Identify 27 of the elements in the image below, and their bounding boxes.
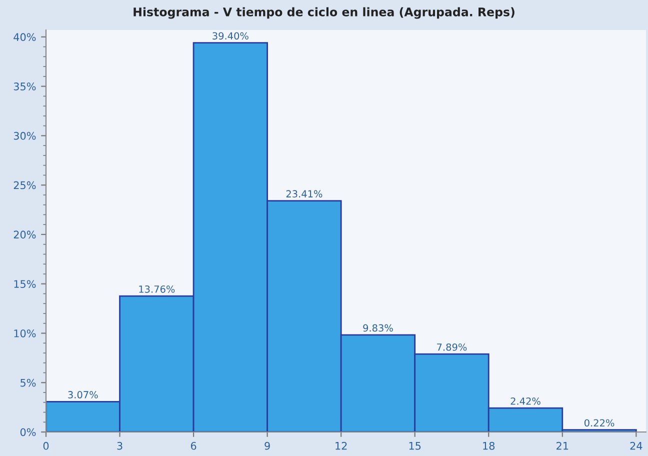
data-label: 3.07% (68, 391, 98, 398)
data-label: 0.22% (584, 419, 614, 427)
data-label: 7.89% (437, 343, 467, 351)
y-tick-label: 15% (14, 280, 36, 288)
y-tick-label: 5% (20, 378, 36, 387)
data-label: 23.41% (286, 190, 322, 198)
y-tick-label: 25% (14, 181, 36, 190)
y-tick-label: 40% (14, 33, 36, 42)
x-tick-label: 6 (190, 442, 196, 450)
x-tick-label: 12 (336, 442, 347, 450)
chart-title: Histograma - V tiempo de ciclo en linea (Agrupada. Reps) (134, 7, 514, 19)
y-tick-label: 10% (14, 329, 36, 338)
x-tick-label: 21 (556, 442, 568, 450)
data-label: 39.40% (212, 32, 248, 40)
x-tick-label: 18 (483, 442, 495, 450)
x-tick-label: 0 (43, 442, 49, 450)
x-tick-label: 9 (264, 442, 270, 450)
data-label: 9.83% (363, 324, 393, 332)
data-label: 2.42% (510, 397, 540, 405)
x-tick-label: 3 (117, 442, 122, 450)
y-tick-label: 30% (14, 132, 36, 140)
x-tick-label: 24 (630, 442, 642, 450)
data-label: 13.76% (139, 285, 175, 293)
y-tick-label: 20% (14, 230, 36, 239)
x-tick-label: 15 (409, 442, 421, 450)
y-tick-label: 35% (14, 82, 36, 90)
y-tick-label: 0% (20, 428, 36, 436)
